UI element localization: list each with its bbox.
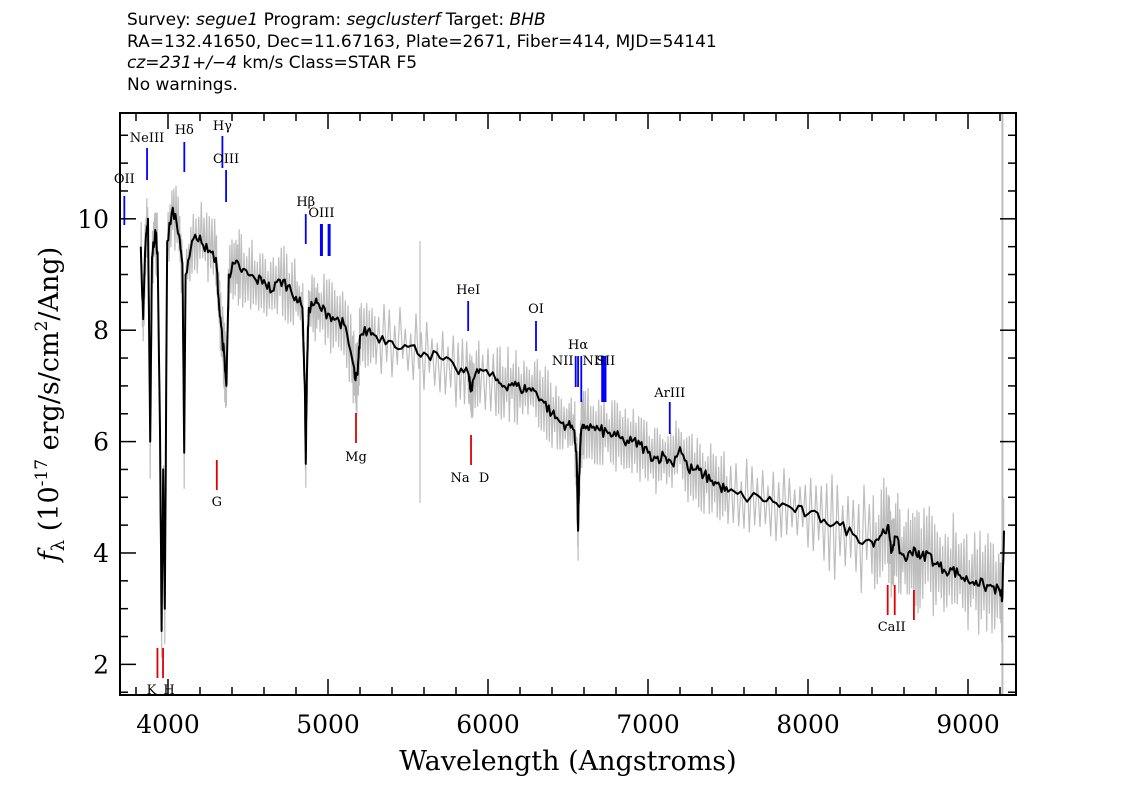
x-axis-title: Wavelength (Angstroms) bbox=[399, 746, 736, 777]
emission-line-label: OIII bbox=[308, 206, 334, 221]
absorption-line-label: CaII bbox=[878, 620, 906, 635]
emission-line-label: NII bbox=[582, 354, 604, 369]
y-axis-title-part: -17 bbox=[32, 459, 52, 486]
x-tick-label: 6000 bbox=[456, 710, 520, 739]
emission-line-label: Hα bbox=[568, 338, 588, 353]
y-axis-title-part: /Ang) bbox=[34, 247, 65, 321]
y-axis-title-part: (10 bbox=[34, 486, 65, 539]
redshift-value: cz=231+/−4 bbox=[127, 53, 237, 73]
x-tick-label: 9000 bbox=[936, 710, 1000, 739]
emission-line-label: OI bbox=[528, 302, 544, 317]
error-band bbox=[140, 185, 1005, 658]
program-label: Program: bbox=[258, 10, 347, 30]
x-tick-label: 4000 bbox=[136, 710, 200, 739]
y-axis-title-part: erg/s/cm bbox=[34, 331, 65, 459]
emission-line-label: NII bbox=[552, 354, 574, 369]
tick-labels-layer: 4000 5000 6000 7000 8000 9000 2 4 6 8 10 bbox=[77, 205, 1000, 739]
emission-line-label: OII bbox=[114, 172, 135, 187]
header-line-survey: Survey: segue1 Program: segclusterf Targ… bbox=[127, 10, 717, 32]
absorption-line-label: Na bbox=[450, 471, 469, 486]
series-layer bbox=[139, 206, 1005, 632]
error-band-layer bbox=[140, 113, 1005, 695]
x-tick-label: 5000 bbox=[296, 710, 360, 739]
emission-line-label: ArIII bbox=[653, 386, 685, 401]
target-label: Target: bbox=[440, 10, 510, 30]
spectral-lines-layer: OIINeIIIHδHγOIIIHβOIIIHeIOINIIHαNIISIIAr… bbox=[114, 119, 915, 698]
y-tick-label: 10 bbox=[77, 205, 109, 234]
absorption-line-label: G bbox=[212, 495, 222, 510]
y-axis-title: fλ (10-17 erg/s/cm2/Ang) bbox=[32, 247, 69, 563]
spectrum-line bbox=[139, 206, 1005, 632]
emission-line-label: Hβ bbox=[296, 195, 315, 210]
ticks-layer bbox=[120, 113, 1016, 695]
header-line-redshift: cz=231+/−4 km/s Class=STAR F5 bbox=[127, 53, 717, 75]
target-value: BHB bbox=[509, 10, 546, 30]
absorption-line-label: D bbox=[479, 471, 489, 486]
absorption-line-label: Mg bbox=[345, 450, 367, 465]
absorption-line-label: H bbox=[163, 683, 174, 698]
absorption-line-label: K bbox=[147, 683, 157, 698]
emission-line-label: Hγ bbox=[213, 119, 232, 134]
emission-line-label: HeI bbox=[456, 283, 480, 298]
y-tick-label: 8 bbox=[93, 316, 109, 345]
emission-line-label: OIII bbox=[213, 152, 239, 167]
x-tick-label: 8000 bbox=[776, 710, 840, 739]
y-tick-label: 6 bbox=[93, 428, 109, 457]
y-tick-label: 2 bbox=[93, 650, 109, 679]
program-value: segclusterf bbox=[346, 10, 441, 30]
spectrum-header: Survey: segue1 Program: segclusterf Targ… bbox=[127, 10, 717, 96]
y-axis-title-part: 2 bbox=[32, 321, 52, 332]
y-tick-label: 4 bbox=[93, 539, 109, 568]
header-line-coordinates: RA=132.41650, Dec=11.67163, Plate=2671, … bbox=[127, 31, 717, 52]
header-line-warnings: No warnings. bbox=[127, 74, 238, 95]
y-axis-title-part: λ bbox=[48, 540, 69, 551]
plot-frame bbox=[119, 112, 1017, 696]
redshift-class: km/s Class=STAR F5 bbox=[237, 53, 418, 73]
emission-line-label: NeIII bbox=[130, 131, 164, 146]
survey-label: Survey: bbox=[127, 10, 197, 30]
emission-line-label: Hδ bbox=[175, 123, 194, 138]
x-tick-label: 7000 bbox=[616, 710, 680, 739]
survey-value: segue1 bbox=[196, 10, 259, 30]
